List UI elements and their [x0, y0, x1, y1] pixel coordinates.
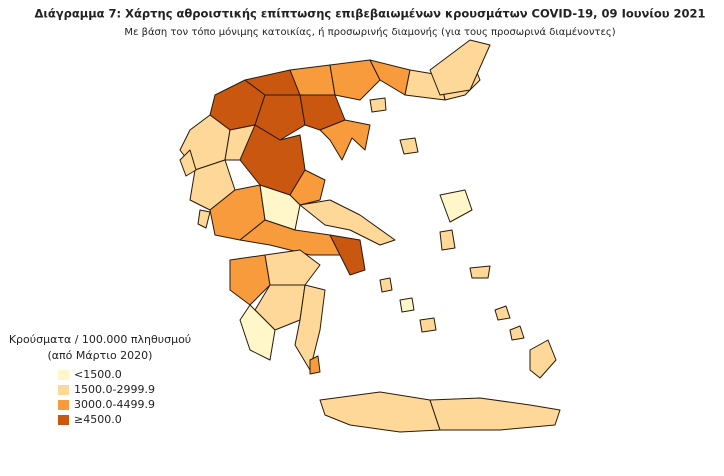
region: [259, 184, 301, 231]
region: [229, 254, 271, 306]
region: [494, 305, 511, 321]
region: [179, 149, 197, 177]
region: [399, 137, 419, 155]
regions: [179, 39, 561, 433]
subtitle: Με βάση τον τόπο μόνιμης κατοικίας, ή πρ…: [124, 26, 615, 38]
legend-label: 1500.0-2999.9: [74, 383, 155, 396]
region: [439, 229, 456, 251]
region: [429, 397, 561, 431]
legend-swatch: [58, 415, 69, 425]
legend-swatch: [58, 370, 69, 380]
legend-label: <1500.0: [74, 368, 122, 381]
region: [309, 355, 321, 375]
region: [319, 391, 441, 433]
region: [319, 119, 371, 161]
region: [254, 284, 306, 331]
region: [239, 219, 341, 256]
region: [299, 199, 396, 246]
region: [429, 39, 491, 96]
region: [369, 97, 387, 113]
legend: <1500.0 1500.0-2999.9 3000.0-4499.9 ≥4500.0: [58, 368, 155, 426]
region: [509, 325, 525, 341]
legend-label: 3000.0-4499.9: [74, 398, 155, 411]
legend-swatch: [58, 385, 69, 395]
title: Διάγραμμα 7: Χάρτης αθροιστικής επίπτωση…: [34, 7, 705, 21]
region: [264, 249, 321, 286]
legend-subtitle: (από Μάρτιο 2020): [48, 349, 153, 362]
legend-title: Κρούσματα / 100.000 πληθυσμού: [9, 333, 191, 346]
region: [399, 297, 415, 313]
region: [197, 209, 211, 229]
region: [469, 265, 491, 279]
region: [329, 234, 366, 276]
region: [529, 339, 557, 379]
region: [419, 317, 437, 333]
region: [439, 189, 473, 223]
region: [254, 94, 306, 141]
region: [379, 277, 393, 293]
region: [239, 304, 276, 361]
legend-label: ≥4500.0: [74, 413, 122, 426]
legend-swatch: [58, 400, 69, 410]
region: [224, 124, 256, 161]
region: [329, 59, 381, 101]
